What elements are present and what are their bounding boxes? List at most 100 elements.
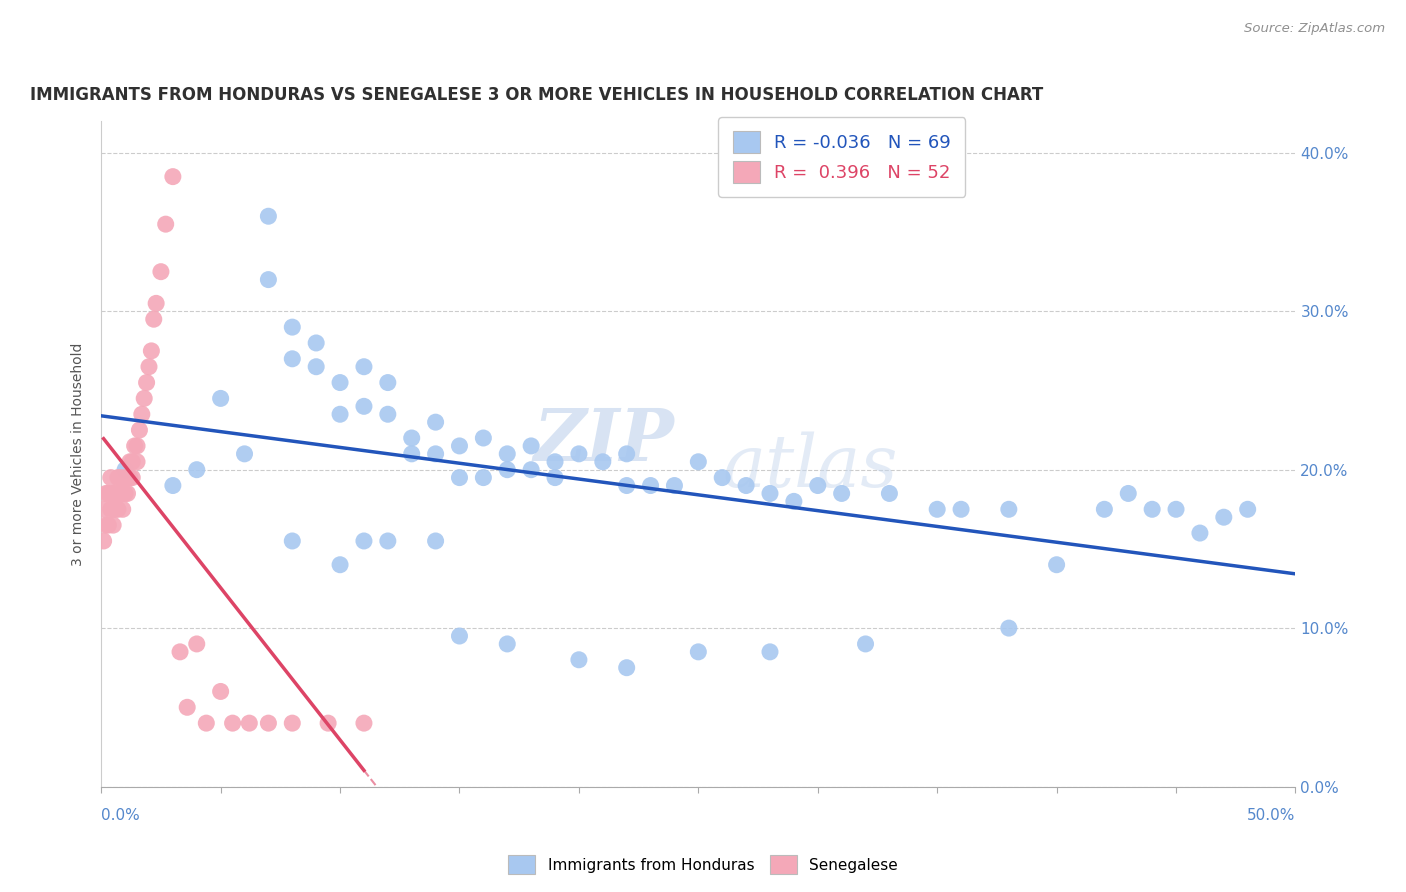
- Legend: Immigrants from Honduras, Senegalese: Immigrants from Honduras, Senegalese: [502, 849, 904, 880]
- Point: [145, 296, 167, 310]
- Point: [425, 415, 447, 429]
- Point: [209, 392, 232, 406]
- Point: [138, 359, 160, 374]
- Text: 50.0%: 50.0%: [1247, 808, 1295, 822]
- Point: [759, 486, 782, 500]
- Point: [449, 470, 471, 484]
- Y-axis label: 3 or more Vehicles in Household: 3 or more Vehicles in Household: [72, 343, 86, 566]
- Point: [568, 653, 591, 667]
- Point: [950, 502, 973, 516]
- Point: [221, 716, 243, 731]
- Point: [257, 716, 280, 731]
- Point: [472, 431, 495, 445]
- Point: [568, 447, 591, 461]
- Point: [425, 533, 447, 548]
- Point: [1092, 502, 1115, 516]
- Point: [855, 637, 877, 651]
- Point: [257, 272, 280, 286]
- Point: [759, 645, 782, 659]
- Point: [125, 439, 148, 453]
- Legend: R = -0.036   N = 69, R =  0.396   N = 52: R = -0.036 N = 69, R = 0.396 N = 52: [718, 117, 966, 197]
- Point: [104, 486, 127, 500]
- Point: [118, 455, 141, 469]
- Point: [97, 518, 120, 533]
- Point: [124, 439, 146, 453]
- Point: [101, 486, 124, 500]
- Point: [162, 169, 184, 184]
- Point: [1140, 502, 1163, 516]
- Point: [233, 447, 256, 461]
- Point: [131, 407, 153, 421]
- Point: [93, 502, 115, 516]
- Point: [496, 637, 519, 651]
- Point: [831, 486, 853, 500]
- Point: [111, 502, 134, 516]
- Point: [128, 423, 150, 437]
- Point: [688, 645, 710, 659]
- Point: [114, 463, 136, 477]
- Point: [353, 400, 375, 414]
- Point: [114, 486, 136, 500]
- Point: [100, 502, 122, 516]
- Point: [377, 533, 399, 548]
- Point: [329, 376, 352, 390]
- Point: [377, 407, 399, 421]
- Point: [195, 716, 218, 731]
- Point: [94, 518, 117, 533]
- Point: [101, 518, 124, 533]
- Point: [316, 716, 339, 731]
- Point: [281, 533, 304, 548]
- Text: Source: ZipAtlas.com: Source: ZipAtlas.com: [1244, 22, 1385, 36]
- Point: [1116, 486, 1139, 500]
- Point: [616, 661, 638, 675]
- Text: IMMIGRANTS FROM HONDURAS VS SENEGALESE 3 OR MORE VEHICLES IN HOUSEHOLD CORRELATI: IMMIGRANTS FROM HONDURAS VS SENEGALESE 3…: [30, 87, 1043, 104]
- Point: [449, 629, 471, 643]
- Point: [592, 455, 614, 469]
- Point: [783, 494, 806, 508]
- Point: [353, 359, 375, 374]
- Point: [1236, 502, 1258, 516]
- Point: [711, 470, 734, 484]
- Point: [104, 502, 127, 516]
- Point: [425, 447, 447, 461]
- Point: [544, 470, 567, 484]
- Point: [121, 470, 143, 484]
- Point: [186, 637, 208, 651]
- Point: [401, 431, 423, 445]
- Point: [110, 486, 132, 500]
- Point: [93, 533, 115, 548]
- Point: [117, 470, 139, 484]
- Point: [169, 645, 191, 659]
- Point: [496, 447, 519, 461]
- Point: [927, 502, 949, 516]
- Point: [401, 447, 423, 461]
- Point: [94, 486, 117, 500]
- Point: [238, 716, 260, 731]
- Point: [807, 478, 830, 492]
- Point: [134, 392, 156, 406]
- Point: [117, 486, 139, 500]
- Point: [520, 439, 543, 453]
- Point: [1188, 526, 1211, 541]
- Point: [281, 716, 304, 731]
- Point: [114, 470, 136, 484]
- Point: [107, 502, 129, 516]
- Point: [616, 478, 638, 492]
- Point: [664, 478, 686, 492]
- Point: [107, 470, 129, 484]
- Point: [121, 455, 143, 469]
- Point: [998, 621, 1021, 635]
- Point: [640, 478, 662, 492]
- Point: [472, 470, 495, 484]
- Text: ZIP: ZIP: [533, 405, 675, 476]
- Point: [281, 320, 304, 334]
- Point: [449, 439, 471, 453]
- Point: [97, 486, 120, 500]
- Point: [879, 486, 901, 500]
- Point: [688, 455, 710, 469]
- Point: [735, 478, 758, 492]
- Point: [305, 335, 328, 350]
- Point: [496, 463, 519, 477]
- Point: [1046, 558, 1069, 572]
- Point: [110, 470, 132, 484]
